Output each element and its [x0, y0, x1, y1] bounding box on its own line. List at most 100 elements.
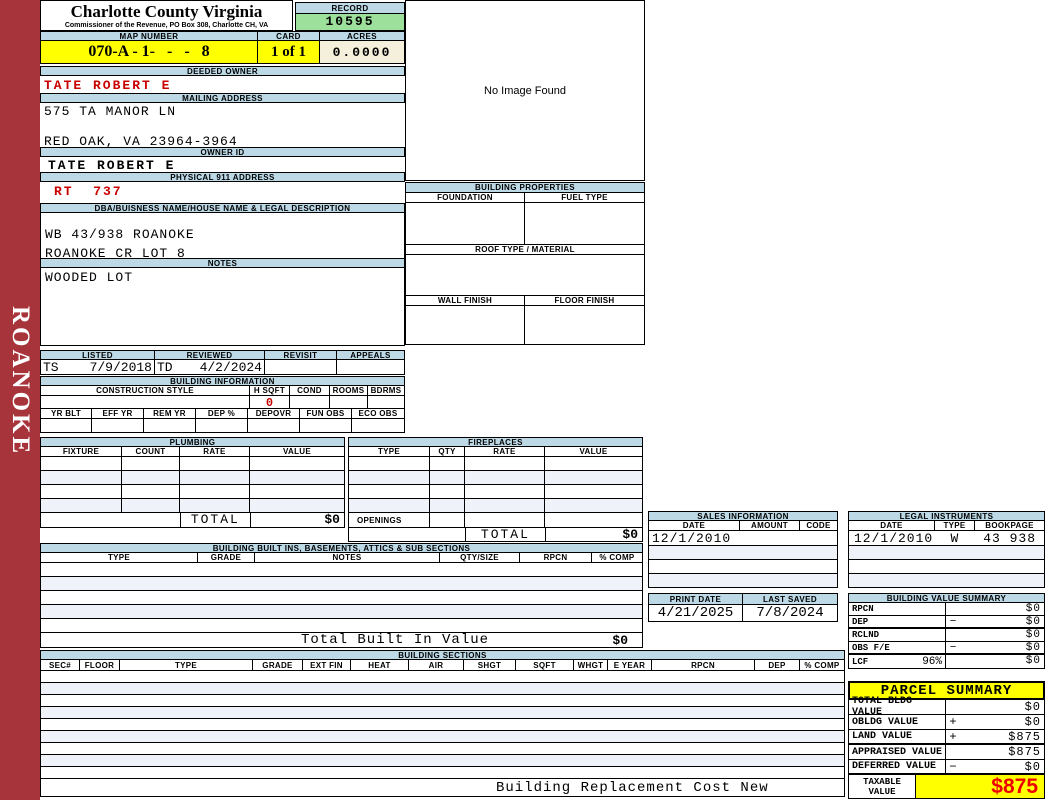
hsqft-value: 0 [250, 396, 290, 410]
revisit-cell [265, 360, 337, 375]
fp-value-col: VALUE [545, 447, 643, 457]
map-number-field[interactable]: 070-A - 1- - - 8 [40, 41, 258, 64]
bs-heat-col: HEAT [351, 660, 409, 671]
taxable-value-amount: $875 [916, 775, 1044, 798]
value-col: VALUE [250, 447, 345, 457]
ps-label-land: LAND VALUE [849, 730, 946, 743]
reviewed-by: TD [157, 360, 173, 375]
revisit-header: REVISIT [265, 350, 337, 360]
foundation-value [406, 203, 525, 244]
building-sections-table: BUILDING SECTIONS SEC# FLOOR TYPE GRADE … [40, 650, 845, 797]
plumbing-table: PLUMBING FIXTURE COUNT RATE VALUE TOTAL … [40, 437, 345, 528]
bs-extfin-col: EXT FIN [303, 660, 351, 671]
legal-description-block: WB 43/938 ROANOKE ROANOKE CR LOT 8 [40, 213, 405, 261]
building-info-row1-headers: CONSTRUCTION STYLE H SQFT COND ROOMS BDR… [40, 386, 405, 396]
li-date-col: DATE [848, 521, 935, 531]
deeded-owner-header: DEEDED OWNER [40, 66, 405, 76]
hsqft-header: H SQFT [250, 386, 290, 396]
fireplaces-total-label: TOTAL [465, 528, 544, 541]
foundation-header: FOUNDATION [406, 193, 525, 202]
reviewed-cell: TD 4/2/2024 [155, 360, 265, 375]
bvs-label-lcf: LCF [852, 656, 869, 667]
bvs-value-lcf: $0 [1025, 655, 1041, 667]
parcel-summary-header: PARCEL SUMMARY [848, 681, 1045, 700]
reviewed-header: REVIEWED [155, 350, 265, 360]
bvs-lcf-pct: 96% [922, 655, 942, 668]
bs-rpcn-col: RPCN [652, 660, 755, 671]
ps-value-land: $875 [1008, 730, 1041, 744]
listed-by: TS [43, 360, 59, 375]
listed-header: LISTED [40, 350, 155, 360]
record-value[interactable]: 10595 [295, 14, 405, 31]
acres-field: 0.0000 [320, 41, 405, 64]
fp-qty-col: QTY [430, 447, 465, 457]
bvs-value-rclnd: $0 [1025, 629, 1041, 641]
mailing-address-header: MAILING ADDRESS [40, 93, 405, 103]
county-title: Charlotte County Virginia [70, 2, 263, 21]
ps-label-deferred: DEFERRED VALUE [849, 760, 946, 773]
record-box: RECORD 10595 [295, 2, 405, 31]
fixture-col: FIXTURE [40, 447, 122, 457]
legal-instruments-header: LEGAL INSTRUMENTS [848, 511, 1045, 521]
built-ins-header: BUILDING BUILT INS, BASEMENTS, ATTICS & … [40, 543, 643, 553]
bi-rpcn-col: RPCN [520, 553, 592, 563]
built-ins-total-label: Total Built In Value [301, 632, 490, 648]
print-saved-headers: PRINT DATE LAST SAVED [648, 593, 838, 605]
taxable-value-label: TAXABLE VALUE [849, 775, 916, 798]
building-info-row2-values [40, 419, 405, 433]
building-info-row1-values: 0 [40, 396, 405, 410]
sales-header: SALES INFORMATION [648, 511, 838, 521]
district-label: ROANOKE [7, 306, 34, 457]
fuel-type-value [525, 203, 644, 244]
bi-type-col: TYPE [40, 553, 198, 563]
owner-id-value: TATE ROBERT E [48, 158, 176, 173]
deeded-owner-value: TATE ROBERT E [44, 78, 172, 93]
built-ins-total-value: $0 [612, 632, 628, 648]
fireplaces-total-value: $0 [544, 528, 642, 541]
bi-notes-col: NOTES [255, 553, 440, 563]
bi-grade-col: GRADE [198, 553, 255, 563]
ps-label-obldg: OBLDG VALUE [849, 715, 946, 729]
acres-header: ACRES [320, 31, 405, 41]
print-date-header: PRINT DATE [648, 593, 743, 605]
physical-address-value: RT 737 [54, 184, 123, 199]
bi-qty-col: QTY/SIZE [440, 553, 520, 563]
sales-row-1: 12/1/2010 [648, 531, 838, 546]
mailing-address-block: 575 TA MANOR LN RED OAK, VA 23964-3964 [40, 103, 405, 149]
ps-value-appraised: $875 [1008, 745, 1041, 759]
bvs-label-rclnd: RCLND [852, 630, 880, 640]
bs-whgt-col: WHGT [574, 660, 608, 671]
building-info-row2-headers: YR BLT EFF YR REM YR DEP % DEPOVR FUN OB… [40, 409, 405, 419]
county-header: Charlotte County Virginia Commissioner o… [40, 0, 293, 31]
review-headers: LISTED REVIEWED REVISIT APPEALS [40, 350, 405, 360]
bvs-label-obs: OBS F/E [852, 642, 890, 653]
fireplaces-table: FIREPLACES TYPE QTY RATE VALUE OPENINGS … [348, 437, 643, 542]
bdrms-value [368, 396, 405, 409]
bs-grade-col: GRADE [253, 660, 303, 671]
fp-rate-col: RATE [465, 447, 545, 457]
map-card-acres-headers: MAP NUMBER CARD ACRES [40, 31, 405, 41]
depovr-header: DEPOVR [248, 409, 300, 419]
effyr-header: EFF YR [92, 409, 144, 419]
funobs-header: FUN OBS [300, 409, 352, 419]
card-field[interactable]: 1 of 1 [258, 41, 320, 64]
floor-finish-header: FLOOR FINISH [525, 296, 644, 305]
bs-sqft-col: SQFT [516, 660, 574, 671]
listed-cell: TS 7/9/2018 [40, 360, 155, 375]
li-type-col: TYPE [935, 521, 975, 531]
openings-label: OPENINGS [349, 513, 431, 527]
roof-value [406, 255, 644, 296]
owner-id-header: OWNER ID [40, 147, 405, 157]
mailing-line2: RED OAK, VA 23964-3964 [44, 134, 238, 149]
ps-value-deferred: $0 [1024, 760, 1041, 774]
district-sidebar: ROANOKE [0, 0, 40, 800]
listed-date: 7/9/2018 [89, 360, 152, 375]
li-bookpage-col: BOOKPAGE [975, 521, 1045, 531]
fuel-type-header: FUEL TYPE [525, 193, 644, 202]
physical-address-header: PHYSICAL 911 ADDRESS [40, 172, 405, 182]
mailing-line1: 575 TA MANOR LN [44, 104, 177, 119]
sales-table: SALES INFORMATION DATE AMOUNT CODE 12/1/… [648, 511, 838, 588]
bs-sec-col: SEC# [40, 660, 80, 671]
li-bookpage-value: 43 938 [983, 531, 1036, 546]
